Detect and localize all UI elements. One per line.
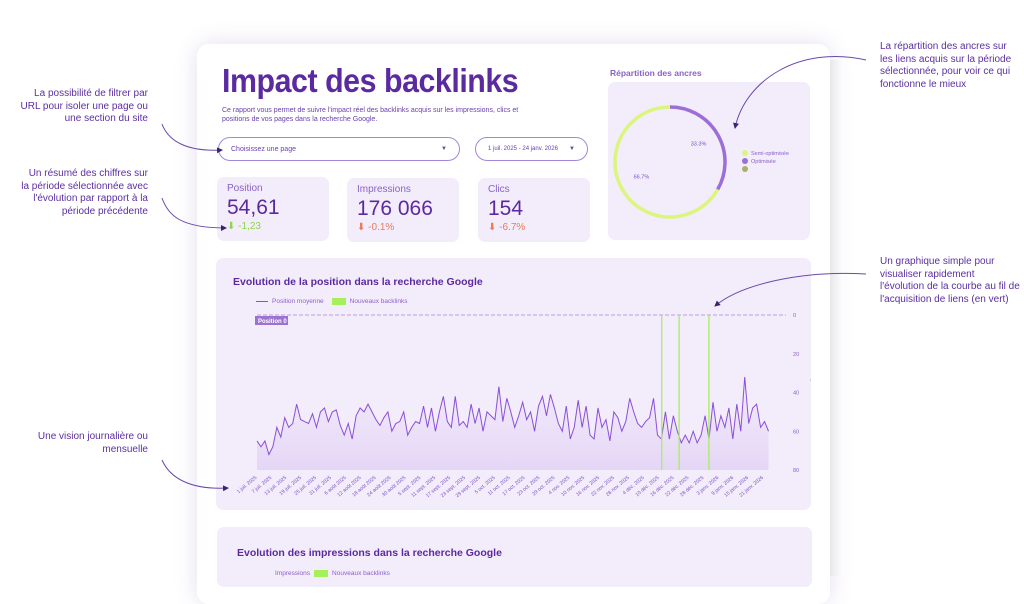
legend-label: Nouveaux backlinks <box>349 298 408 305</box>
date-range-select[interactable]: 1 juil. 2025 - 24 janv. 2026 ▼ <box>475 137 588 161</box>
reference-label: Position 0 <box>258 319 287 325</box>
kpi-label: Position <box>227 183 263 194</box>
y-tick-label: 80 <box>793 468 799 474</box>
impressions-chart-title: Evolution des impressions dans la recher… <box>237 547 502 559</box>
kpi-value: 176 066 <box>357 197 433 220</box>
kpi-label: Impressions <box>357 184 411 195</box>
legend-bar-swatch <box>314 570 329 577</box>
anchors-donut-chart: 66.7% 33.3% Semi-optimisée Optimisée <box>613 105 789 219</box>
donut-slice <box>613 105 720 219</box>
position-line <box>256 376 769 456</box>
kpi-clics: Clics 154 ⬇ -6.7% <box>478 178 590 242</box>
impressions-chart-legend: Impressions Nouveaux backlinks <box>275 570 390 577</box>
arrow-down-icon: ⬇ <box>357 222 366 233</box>
kpi-value: 154 <box>488 197 524 220</box>
kpi-delta: -6.7% <box>499 222 526 233</box>
slice-label: 33.3% <box>691 141 707 147</box>
annotation-filter: La possibilité de filtrer par URL pour i… <box>20 88 149 124</box>
position-chart-legend: Position moyenne Nouveaux backlinks <box>256 298 407 305</box>
legend-swatch <box>742 158 748 164</box>
area-fill <box>257 377 769 470</box>
kpi-delta: -0.1% <box>368 222 395 233</box>
page-filter-select[interactable]: Choisissez une page ▼ <box>218 137 460 161</box>
annotation-summary: Un résumé des chiffres sur la période sé… <box>21 168 148 217</box>
arrow-down-icon: ⬇ <box>227 221 236 232</box>
page-filter-value: Choisissez une page <box>231 145 296 153</box>
legend-swatch <box>742 150 748 156</box>
position-chart-card: Evolution de la position dans la recherc… <box>216 258 811 510</box>
page-title: Impact des backlinks <box>222 62 519 99</box>
slice-label: 66.7% <box>634 175 650 181</box>
legend-label: Nouveaux backlinks <box>332 570 390 577</box>
legend-label: Semi-optimisée <box>751 151 789 157</box>
anchors-title: Répartition des ancres <box>610 68 702 78</box>
legend-bar-swatch <box>331 298 346 305</box>
kpi-value: 54,61 <box>227 196 280 219</box>
reference-label-bg <box>255 316 288 325</box>
kpi-position: Position 54,61 ⬇ -1,23 <box>217 177 329 241</box>
y-axis-label: Position moyenne <box>809 351 811 395</box>
legend-line-swatch <box>256 300 268 303</box>
kpi-impressions: Impressions 176 066 ⬇ -0.1% <box>347 178 459 242</box>
chevron-down-icon: ▼ <box>569 146 575 152</box>
legend-label: Optimisée <box>751 159 776 165</box>
kpi-delta: -1,23 <box>238 221 261 232</box>
kpi-label: Clics <box>488 184 510 195</box>
arrow-down-icon: ⬇ <box>488 222 497 233</box>
y-tick-label: 0 <box>793 313 796 319</box>
y-tick-label: 20 <box>793 352 799 358</box>
chevron-down-icon: ▼ <box>441 146 447 152</box>
position-chart-title: Evolution de la position dans la recherc… <box>233 276 483 288</box>
anchors-card: 66.7% 33.3% Semi-optimisée Optimisée <box>608 82 810 240</box>
y-tick-label: 60 <box>793 429 799 435</box>
annotation-daily: Une vision journalière ou mensuelle <box>37 431 148 455</box>
annotation-graph: Un graphique simple pour visualiser rapi… <box>880 256 1020 305</box>
date-range-value: 1 juil. 2025 - 24 janv. 2026 <box>488 146 558 152</box>
impressions-chart-card: Evolution des impressions dans la recher… <box>217 527 812 587</box>
legend-swatch <box>742 166 748 172</box>
page-edge <box>830 60 844 576</box>
legend-label: Position moyenne <box>272 298 324 305</box>
legend-label: Impressions <box>275 570 311 577</box>
donut-slice <box>669 105 727 191</box>
y-tick-label: 40 <box>793 391 799 397</box>
page-subtitle: Ce rapport vous permet de suivre l'impac… <box>222 107 519 123</box>
annotation-anchors: La répartition des ancres sur les liens … <box>880 41 1012 90</box>
